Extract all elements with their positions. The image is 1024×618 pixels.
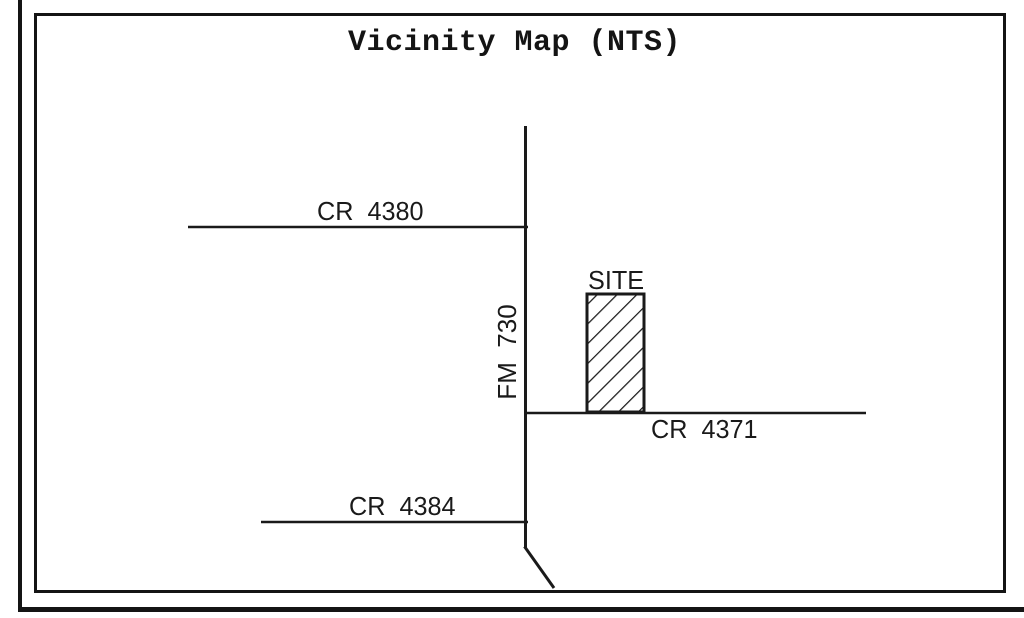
outer-sheet-border-left <box>18 0 22 612</box>
site-parcel-hatched <box>585 292 646 414</box>
drawing-frame <box>34 13 1006 593</box>
road-label-cr4371: CR 4371 <box>651 414 758 444</box>
road-line-fm730-bend <box>523 545 556 589</box>
outer-sheet-border-bottom <box>18 607 1024 612</box>
road-label-fm730: FM 730 <box>492 304 522 400</box>
road-label-cr4380: CR 4380 <box>317 196 424 226</box>
map-title: Vicinity Map (NTS) <box>348 26 682 60</box>
site-label: SITE <box>588 265 645 295</box>
road-label-cr4384: CR 4384 <box>349 491 456 521</box>
